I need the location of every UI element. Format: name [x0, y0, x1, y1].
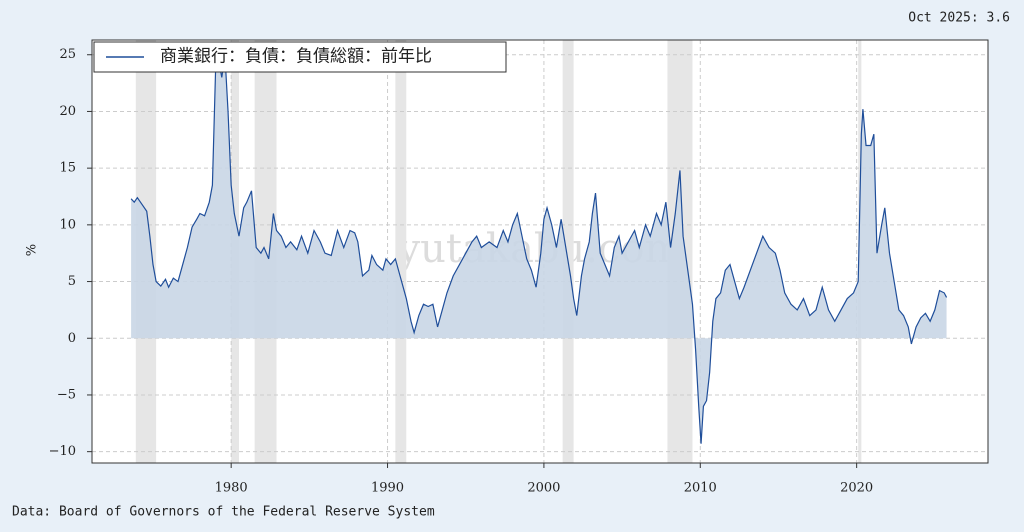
- y-tick-label: 10: [59, 217, 76, 232]
- line: [130, 54, 948, 444]
- x-tick-label: 1980: [215, 481, 248, 496]
- source: Data: Board of Governors of the Federal …: [12, 505, 435, 520]
- x-tick-label: 2010: [684, 481, 717, 496]
- legend-box: [93, 41, 507, 73]
- recession-band: [562, 40, 574, 463]
- y-tick-label: 20: [59, 104, 76, 119]
- legend: 商業銀行：負債：負債総額：前年比: [93, 41, 507, 73]
- area-fill: [131, 54, 947, 444]
- y-tick-label: 0: [68, 331, 76, 346]
- y-tick-label: −5: [57, 387, 76, 402]
- x-tick-label: 2020: [840, 481, 873, 496]
- annotation: Oct 2025: 3.6: [908, 11, 1010, 26]
- y-axis-label: %: [25, 244, 40, 256]
- y-tick-label: −10: [49, 444, 76, 459]
- x-tick-label: 1990: [371, 481, 404, 496]
- legend-label: 商業銀行：負債：負債総額：前年比: [160, 47, 432, 67]
- y-tick-label: 25: [59, 47, 76, 62]
- recession-band: [395, 40, 407, 463]
- y-tick-label: 15: [59, 161, 76, 176]
- x-tick-label: 2000: [527, 481, 560, 496]
- y-tick-label: 5: [68, 274, 76, 289]
- plot-frame: [91, 39, 989, 464]
